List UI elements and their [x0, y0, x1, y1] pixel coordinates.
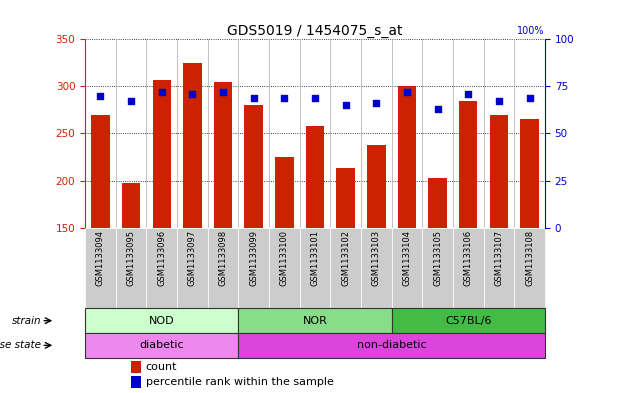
Text: GSM1133097: GSM1133097 — [188, 230, 197, 286]
Text: disease state: disease state — [0, 340, 42, 350]
Bar — [85, 228, 116, 309]
Bar — [152, 80, 171, 228]
Text: GSM1133098: GSM1133098 — [219, 230, 227, 286]
Bar — [514, 228, 545, 309]
Bar — [208, 228, 238, 309]
Bar — [146, 228, 177, 309]
Text: GSM1133108: GSM1133108 — [525, 230, 534, 286]
Point — [279, 95, 289, 101]
Text: diabetic: diabetic — [139, 340, 184, 350]
Bar — [238, 309, 392, 333]
Text: GSM1133100: GSM1133100 — [280, 230, 289, 286]
Point — [341, 102, 351, 108]
Bar — [520, 119, 539, 228]
Text: NOD: NOD — [149, 316, 175, 326]
Bar — [453, 228, 484, 309]
Bar — [459, 101, 478, 228]
Bar — [85, 309, 238, 333]
Text: NOR: NOR — [302, 316, 328, 326]
Bar — [392, 228, 422, 309]
Text: GSM1133099: GSM1133099 — [249, 230, 258, 286]
Text: non-diabetic: non-diabetic — [357, 340, 427, 350]
Text: count: count — [146, 362, 177, 372]
Text: GSM1133106: GSM1133106 — [464, 230, 472, 286]
Bar — [214, 82, 232, 228]
Text: GSM1133095: GSM1133095 — [127, 230, 135, 286]
Bar — [398, 86, 416, 228]
Point — [218, 89, 228, 95]
Bar — [330, 228, 361, 309]
Point — [525, 95, 535, 101]
Bar — [269, 228, 300, 309]
Bar — [392, 309, 545, 333]
Bar — [183, 63, 202, 228]
Title: GDS5019 / 1454075_s_at: GDS5019 / 1454075_s_at — [227, 24, 403, 38]
Bar — [131, 376, 141, 387]
Text: GSM1133102: GSM1133102 — [341, 230, 350, 286]
Point — [371, 100, 381, 107]
Text: 100%: 100% — [517, 26, 545, 37]
Bar — [300, 228, 330, 309]
Text: GSM1133104: GSM1133104 — [403, 230, 411, 286]
Bar — [336, 168, 355, 228]
Point — [187, 91, 197, 97]
Bar — [490, 115, 508, 228]
Bar — [116, 228, 146, 309]
Point — [463, 91, 473, 97]
Bar — [306, 126, 324, 228]
Bar — [422, 228, 453, 309]
Point — [494, 98, 504, 105]
Point — [95, 93, 105, 99]
Bar — [367, 145, 386, 228]
Bar — [177, 228, 208, 309]
Bar — [122, 184, 140, 228]
Bar — [484, 228, 514, 309]
Bar — [238, 333, 545, 358]
Bar — [275, 157, 294, 228]
Point — [126, 98, 136, 105]
Text: GSM1133096: GSM1133096 — [158, 230, 166, 286]
Point — [157, 89, 167, 95]
Text: GSM1133094: GSM1133094 — [96, 230, 105, 286]
Text: GSM1133103: GSM1133103 — [372, 230, 381, 286]
Text: GSM1133101: GSM1133101 — [311, 230, 319, 286]
Bar — [238, 228, 269, 309]
Bar — [428, 178, 447, 228]
Point — [310, 95, 320, 101]
Text: GSM1133107: GSM1133107 — [495, 230, 503, 286]
Point — [402, 89, 412, 95]
Text: C57BL/6: C57BL/6 — [445, 316, 491, 326]
Bar — [91, 115, 110, 228]
Bar — [85, 333, 238, 358]
Bar — [131, 361, 141, 373]
Text: GSM1133105: GSM1133105 — [433, 230, 442, 286]
Text: strain: strain — [12, 316, 42, 326]
Point — [249, 95, 259, 101]
Bar — [244, 105, 263, 228]
Bar — [361, 228, 392, 309]
Point — [433, 106, 443, 112]
Text: percentile rank within the sample: percentile rank within the sample — [146, 376, 334, 387]
